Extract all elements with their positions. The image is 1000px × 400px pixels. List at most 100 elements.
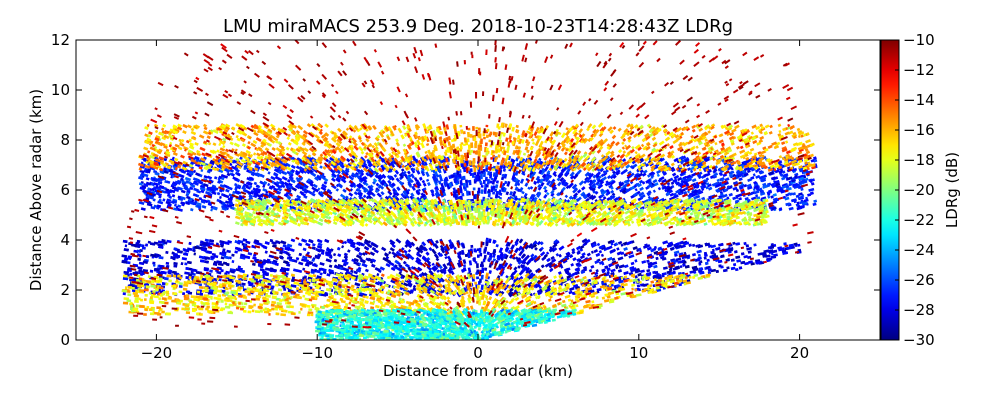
ldr-cell — [578, 128, 584, 134]
ldr-cell — [685, 183, 690, 187]
ldr-cell — [368, 142, 373, 148]
ldr-cell — [170, 200, 175, 204]
ldr-cell — [358, 161, 364, 166]
ldr-cell — [785, 163, 791, 168]
ldr-cell — [415, 181, 421, 188]
ldr-cell — [606, 174, 612, 180]
ldr-cell — [321, 199, 325, 204]
ldr-cell — [798, 159, 803, 164]
ldr-cell — [263, 180, 268, 185]
ldr-cell — [379, 181, 385, 186]
ldr-cell — [795, 203, 800, 207]
ldr-cell — [218, 142, 222, 147]
ldr-cell — [590, 164, 595, 169]
ldr-cell — [560, 147, 566, 152]
ldr-cell — [424, 157, 429, 162]
ldr-cell — [201, 205, 207, 209]
ldr-cell — [739, 181, 744, 186]
ldr-cell — [205, 187, 212, 193]
ldr-cell — [725, 156, 729, 161]
ldr-cell — [360, 150, 365, 155]
ldr-cell — [532, 141, 536, 145]
ldr-cell — [156, 204, 162, 209]
ldr-cell — [146, 137, 152, 142]
ldr-cell — [349, 188, 353, 192]
ldr-cell — [790, 159, 797, 164]
ldr-cell — [319, 128, 323, 133]
ldr-cell — [796, 201, 800, 205]
ldr-cell — [678, 164, 683, 169]
ldr-cell — [196, 152, 202, 157]
ldr-cell — [724, 177, 730, 182]
ldr-cell — [813, 199, 818, 203]
ldr-cell — [686, 163, 691, 167]
ldr-cell — [306, 155, 312, 160]
ldr-cell — [760, 150, 767, 155]
ldr-cell — [744, 153, 749, 158]
ldr-cell — [657, 186, 662, 191]
ldr-cell — [526, 149, 530, 154]
ldr-cell — [252, 152, 257, 156]
ldr-cell — [634, 144, 641, 150]
ldr-cell — [708, 164, 713, 169]
ldr-cell — [231, 148, 235, 152]
ldr-cell — [220, 165, 227, 170]
ldr-cell — [534, 153, 539, 160]
ldr-cell — [410, 173, 416, 179]
ldr-cell — [767, 144, 773, 149]
ldr-cell — [442, 168, 447, 174]
ldr-cell — [199, 186, 206, 192]
ldr-cell — [295, 171, 300, 176]
ldr-cell — [502, 146, 506, 150]
ldr-cell — [499, 192, 503, 196]
ldr-cell — [378, 184, 382, 188]
ldr-cell — [726, 196, 730, 200]
ldr-cell — [573, 155, 578, 160]
ldr-cell — [172, 207, 178, 211]
ldr-cell — [686, 174, 692, 179]
ldr-cell — [273, 187, 279, 192]
ldr-cell — [342, 188, 347, 193]
ldr-cell — [385, 201, 390, 207]
ldr-cell — [441, 187, 446, 192]
ldr-cell — [572, 173, 579, 180]
ldr-cell — [600, 173, 605, 178]
ldr-cell — [533, 131, 538, 137]
ldr-cell — [348, 137, 352, 142]
ldr-cell — [180, 177, 184, 181]
ldr-cell — [743, 150, 750, 156]
ldr-cell — [567, 158, 572, 163]
ldr-cell — [527, 159, 531, 165]
ldr-cell — [695, 156, 701, 161]
ldr-cell — [494, 194, 499, 199]
ldr-cell — [260, 158, 264, 162]
ldr-cell — [738, 177, 743, 182]
ldr-cell — [249, 153, 254, 158]
ldr-cell — [255, 161, 261, 166]
ldr-cell — [356, 163, 361, 167]
ldr-cell — [563, 151, 568, 156]
ldr-cell — [199, 184, 206, 189]
ldr-cell — [335, 188, 340, 192]
ldr-cell — [775, 184, 779, 189]
ldr-cell — [602, 161, 607, 166]
ldr-cell — [200, 199, 206, 204]
ldr-cell — [172, 181, 178, 186]
ldr-cell — [234, 215, 241, 220]
ldr-cell — [342, 130, 346, 134]
ldr-cell — [409, 138, 414, 143]
ldr-cell — [712, 157, 716, 161]
ldr-cell — [497, 148, 501, 153]
ldr-cell — [747, 177, 753, 183]
ldr-cell — [361, 186, 367, 191]
ldr-cell — [303, 170, 308, 174]
ldr-cell — [559, 176, 565, 183]
ldr-cell — [747, 191, 754, 197]
ldr-cell — [236, 184, 242, 189]
ldr-cell — [755, 174, 761, 179]
ldr-cell — [671, 172, 677, 177]
ldr-cell — [192, 177, 199, 182]
ldr-cell — [515, 221, 520, 226]
ldr-cell — [513, 195, 517, 200]
ldr-cell — [785, 202, 791, 207]
